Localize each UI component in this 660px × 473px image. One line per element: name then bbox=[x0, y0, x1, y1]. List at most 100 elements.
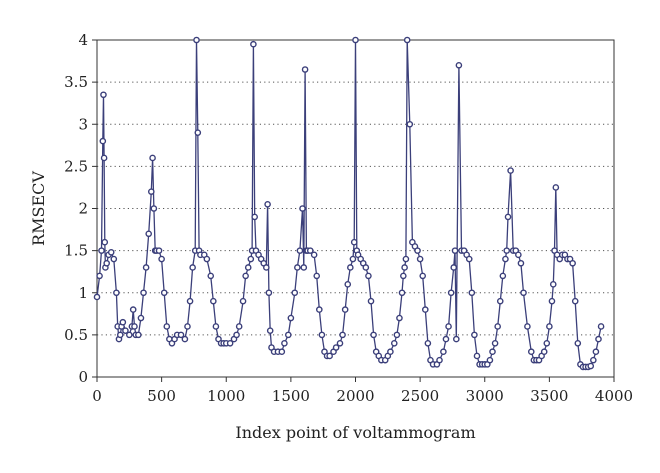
data-point bbox=[436, 356, 443, 364]
data-point bbox=[96, 272, 103, 280]
y-tick-label: 3 bbox=[78, 115, 88, 133]
x-tick-label: 500 bbox=[147, 387, 176, 405]
data-point bbox=[110, 255, 118, 263]
data-point bbox=[113, 289, 120, 297]
data-point bbox=[210, 297, 217, 305]
data-point bbox=[597, 323, 605, 330]
data-point bbox=[387, 348, 394, 356]
data-point bbox=[390, 339, 398, 347]
data-point bbox=[548, 297, 556, 305]
data-point bbox=[137, 314, 145, 322]
data-point bbox=[486, 356, 494, 364]
data-point bbox=[424, 339, 432, 347]
data-point bbox=[313, 272, 321, 280]
data-point bbox=[294, 264, 301, 271]
x-tick-label: 2500 bbox=[401, 387, 439, 405]
data-point bbox=[473, 352, 481, 360]
y-tick-label: 0 bbox=[78, 368, 88, 386]
data-point bbox=[341, 306, 349, 313]
data-point bbox=[344, 281, 352, 288]
data-point bbox=[233, 331, 240, 339]
data-point bbox=[421, 306, 429, 313]
data-point bbox=[140, 289, 147, 297]
data-point bbox=[402, 255, 410, 263]
data-point bbox=[212, 323, 220, 330]
data-point bbox=[93, 293, 101, 301]
x-tick-label: 1500 bbox=[272, 387, 310, 405]
data-point bbox=[503, 247, 511, 254]
data-point bbox=[119, 318, 127, 326]
data-point bbox=[406, 120, 414, 128]
data-point bbox=[181, 335, 189, 343]
data-point bbox=[150, 205, 158, 212]
data-point bbox=[126, 331, 133, 339]
data-point bbox=[207, 272, 215, 280]
data-point bbox=[419, 272, 427, 280]
data-point bbox=[100, 154, 108, 162]
data-point bbox=[442, 335, 450, 343]
data-point bbox=[352, 36, 359, 44]
data-point bbox=[193, 36, 200, 44]
y-axis-title: RMSECV bbox=[29, 171, 48, 246]
data-point bbox=[414, 247, 421, 254]
data-point bbox=[184, 323, 191, 330]
data-point bbox=[465, 255, 473, 263]
x-tick-label: 4000 bbox=[595, 387, 633, 405]
data-point bbox=[300, 264, 308, 271]
data-point bbox=[160, 289, 168, 297]
data-point bbox=[99, 137, 107, 145]
data-point bbox=[450, 264, 458, 271]
data-point bbox=[543, 339, 551, 347]
data-point bbox=[122, 327, 129, 334]
data-point bbox=[517, 259, 525, 267]
data-point bbox=[453, 335, 460, 343]
data-point bbox=[494, 323, 501, 330]
data-point bbox=[194, 129, 202, 136]
x-tick-label: 2000 bbox=[336, 387, 374, 405]
data-point bbox=[301, 66, 309, 73]
data-point bbox=[251, 213, 258, 221]
data-point bbox=[401, 264, 408, 271]
series-line bbox=[96, 39, 602, 368]
data-point bbox=[396, 314, 403, 322]
data-point bbox=[147, 188, 155, 195]
data-point bbox=[250, 40, 257, 48]
data-point bbox=[316, 306, 323, 313]
data-point bbox=[189, 264, 196, 271]
data-point bbox=[266, 327, 274, 334]
data-point bbox=[98, 247, 105, 254]
data-point bbox=[149, 154, 156, 162]
data-point bbox=[347, 264, 354, 271]
data-point bbox=[489, 348, 496, 356]
data-point bbox=[235, 323, 243, 330]
data-point bbox=[349, 255, 357, 263]
data-point bbox=[306, 247, 314, 254]
data-point bbox=[502, 255, 509, 263]
data-point bbox=[447, 289, 455, 297]
data-point bbox=[592, 348, 600, 356]
data-point bbox=[163, 323, 171, 330]
x-tick-label: 1000 bbox=[207, 387, 245, 405]
data-point bbox=[527, 348, 535, 356]
data-point bbox=[142, 264, 150, 271]
data-point bbox=[101, 238, 109, 246]
data-point bbox=[336, 339, 344, 347]
data-point bbox=[504, 213, 512, 221]
data-point bbox=[590, 356, 597, 364]
x-tick-label: 0 bbox=[92, 387, 102, 405]
data-point bbox=[468, 289, 476, 297]
data-point bbox=[471, 331, 478, 339]
y-tick-label: 3.5 bbox=[64, 73, 88, 91]
data-point bbox=[129, 306, 137, 313]
data-point bbox=[339, 331, 346, 339]
data-point bbox=[491, 339, 499, 347]
y-tick-label: 2.5 bbox=[64, 157, 88, 175]
data-point bbox=[540, 348, 548, 356]
x-axis-title: Index point of voltammogram bbox=[235, 423, 475, 442]
data-point bbox=[265, 289, 273, 297]
data-point bbox=[155, 247, 163, 254]
data-point bbox=[281, 339, 288, 347]
data-point bbox=[546, 323, 553, 330]
